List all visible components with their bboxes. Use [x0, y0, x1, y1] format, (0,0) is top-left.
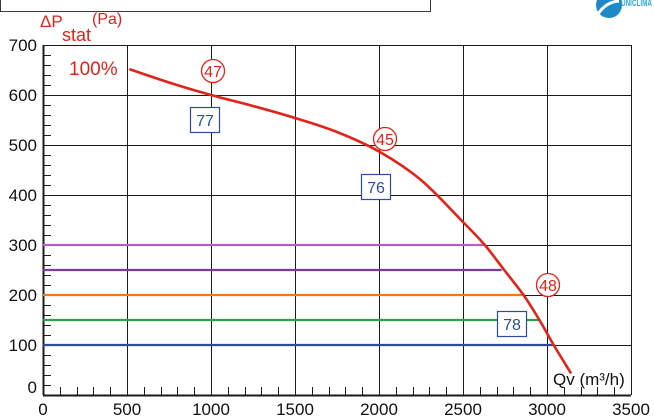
series-lines: [43, 68, 572, 374]
annotation-text: 45: [376, 132, 394, 149]
y-axis-label-subscript: stat: [62, 25, 91, 45]
annotation-circle-outline: [535, 272, 561, 298]
x-tick-label: 500: [113, 400, 141, 419]
y-tick-label: 0: [28, 378, 37, 397]
x-tick-label: 3000: [528, 400, 566, 419]
y-tick-label: 200: [9, 286, 37, 305]
annotation-circle: 45: [372, 126, 398, 152]
annotations: 47 45 48 77 76 78: [189, 58, 561, 338]
annotation-text: 76: [367, 180, 385, 197]
y-tick-label: 400: [9, 186, 37, 205]
annotation-box-outline: [496, 310, 528, 338]
logo-swoosh-icon: [596, 0, 620, 15]
brand-logo: UNICLIMA: [596, 0, 652, 18]
x-tick-label: 1500: [276, 400, 314, 419]
annotation-text: 77: [196, 113, 214, 130]
annotation-box-outline: [360, 173, 392, 201]
y-axis-label-unit: (Pa): [92, 11, 122, 28]
x-tick-label: 1000: [192, 400, 230, 419]
y-tick-label: 300: [9, 236, 37, 255]
annotation-circle-outline: [200, 58, 226, 84]
fan-curve-line: [129, 68, 572, 374]
x-tick-label: 2000: [360, 400, 398, 419]
annotation-text: 78: [503, 317, 521, 334]
x-axis-label: Qv (m³/h): [553, 370, 625, 389]
grid: [42, 45, 632, 397]
y-tick-label: 500: [9, 136, 37, 155]
header-box: [0, 0, 431, 12]
y-tick-labels: 0 100 200 300 400 500 600 700: [9, 36, 37, 397]
x-tick-label: 0: [38, 400, 47, 419]
annotation-box: 76: [360, 173, 392, 201]
x-tick-labels: 0 500 1000 1500 2000 2500 3000 3500: [38, 400, 650, 419]
y-tick-label: 700: [9, 36, 37, 55]
annotation-text: 47: [204, 64, 222, 81]
x-tick-label: 3500: [612, 400, 650, 419]
axis-minor-ticks: [43, 55, 615, 395]
annotation-box: 78: [496, 310, 528, 338]
y-tick-label: 600: [9, 86, 37, 105]
annotation-text: 48: [539, 278, 557, 295]
brand-logo-text: UNICLIMA: [621, 0, 652, 8]
annotation-box-outline: [189, 106, 221, 134]
annotation-box: 77: [189, 106, 221, 134]
annotation-circle: 48: [535, 272, 561, 298]
annotation-circle: 47: [200, 58, 226, 84]
y-tick-label: 100: [9, 336, 37, 355]
y-axis-label-main: ΔP: [40, 12, 63, 31]
y-axis-label: ΔP stat (Pa): [40, 11, 122, 45]
logo-circle-icon: [596, 0, 622, 18]
annotation-circle-outline: [372, 126, 398, 152]
curve-label-100-percent: 100%: [69, 59, 118, 80]
x-tick-label: 2500: [444, 400, 482, 419]
